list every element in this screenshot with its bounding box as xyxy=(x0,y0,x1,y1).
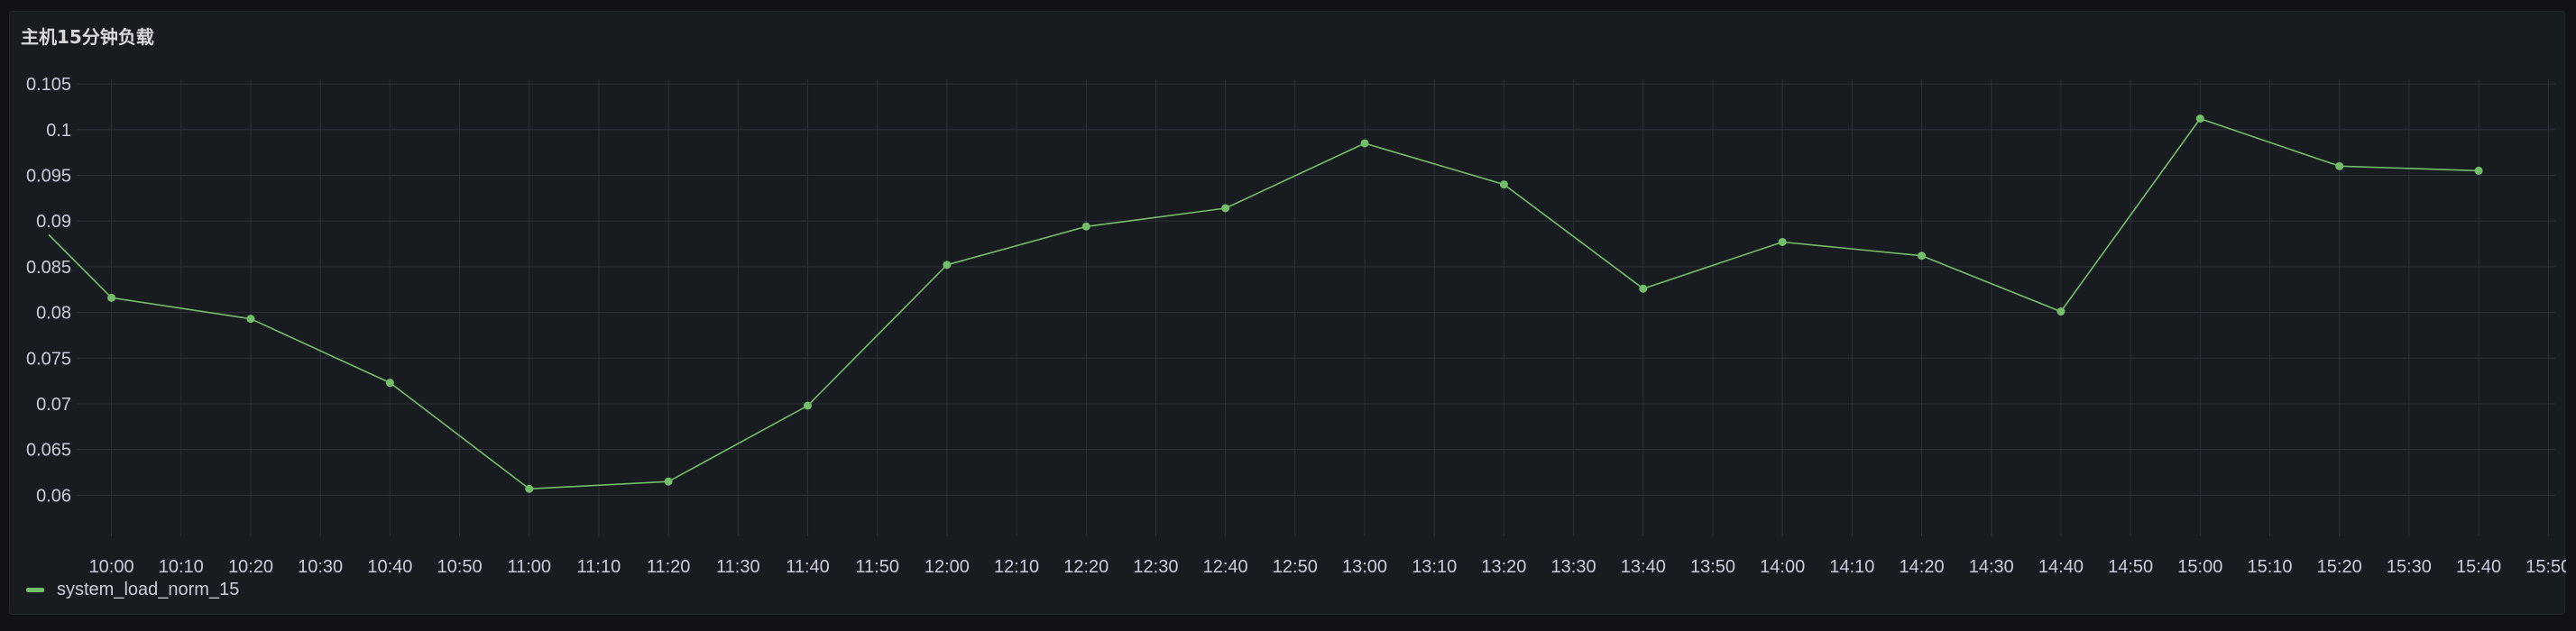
data-point xyxy=(2335,161,2344,170)
line-chart: 0.060.0650.070.0750.080.0850.090.0950.10… xyxy=(26,75,2566,577)
y-tick-label: 0.09 xyxy=(36,212,71,232)
x-axis: 10:00 10:10 10:20 10:30 10:40 10:50 11:00 11:10… xyxy=(89,557,2566,577)
y-tick-label: 0.08 xyxy=(36,304,71,324)
legend-label: system_load_norm_15 xyxy=(57,580,240,599)
x-tick-label: 10:40 xyxy=(367,557,412,577)
chart-panel: 主机15分钟负载 0.06 0.065 0.07 0.075 0.08 0.085 0.09… xyxy=(9,11,2566,615)
x-tick-label: 14:10 xyxy=(1829,557,1874,577)
data-point xyxy=(1499,180,1508,189)
series-line xyxy=(48,117,2479,490)
x-tick-label: 15:10 xyxy=(2247,557,2292,577)
y-tick-label: 0.095 xyxy=(26,166,71,186)
x-tick-label: 13:20 xyxy=(1481,557,1526,577)
x-tick-label: 11:20 xyxy=(647,557,691,577)
y-tick-label: 0.075 xyxy=(26,349,71,369)
x-tick-label: 11:30 xyxy=(716,557,760,577)
x-tick-label: 15:30 xyxy=(2387,557,2432,577)
data-point xyxy=(1918,251,1927,261)
x-tick-label: 12:30 xyxy=(1133,557,1178,577)
y-tick-label: 0.085 xyxy=(26,258,71,278)
x-tick-label: 10:10 xyxy=(159,557,204,577)
x-tick-label: 12:10 xyxy=(994,557,1039,577)
data-point xyxy=(1360,139,1369,148)
x-tick-label: 14:20 xyxy=(1900,557,1945,577)
x-tick-label: 10:00 xyxy=(89,557,134,577)
x-tick-label: 15:40 xyxy=(2456,557,2501,577)
data-point xyxy=(385,379,394,388)
x-tick-label: 11:40 xyxy=(786,557,830,577)
x-tick-label: 12:00 xyxy=(925,557,970,577)
data-point xyxy=(107,293,116,302)
data-point xyxy=(246,315,255,324)
x-tick-label: 13:50 xyxy=(1690,557,1735,577)
data-point xyxy=(2056,307,2065,316)
legend-item-system-load[interactable]: system_load_norm_15 xyxy=(26,580,239,600)
y-tick-label: 0.07 xyxy=(36,395,71,415)
x-tick-label: 12:40 xyxy=(1203,557,1248,577)
x-tick-label: 13:30 xyxy=(1551,557,1596,577)
panel-title[interactable]: 主机15分钟负载 xyxy=(21,26,154,48)
y-axis: 0.060.0650.070.0750.080.0850.090.0950.10… xyxy=(26,75,71,506)
legend-swatch xyxy=(26,588,44,592)
grid-lines xyxy=(77,79,2555,536)
data-point xyxy=(943,261,952,270)
x-tick-label: 13:10 xyxy=(1412,557,1457,577)
data-point xyxy=(1639,284,1648,293)
x-tick-label: 15:50 xyxy=(2525,557,2566,577)
y-tick-label: 0.1 xyxy=(46,121,71,141)
y-tick-label: 0.105 xyxy=(26,75,71,95)
x-tick-label: 14:40 xyxy=(2038,557,2084,577)
x-tick-label: 10:30 xyxy=(298,557,343,577)
x-tick-label: 12:20 xyxy=(1063,557,1109,577)
x-tick-label: 14:50 xyxy=(2108,557,2153,577)
x-tick-label: 15:00 xyxy=(2177,557,2222,577)
x-tick-label: 13:40 xyxy=(1621,557,1666,577)
data-point xyxy=(2474,166,2483,175)
data-point xyxy=(1081,222,1090,231)
y-tick-label: 0.065 xyxy=(26,441,71,461)
x-tick-label: 11:10 xyxy=(577,557,621,577)
data-point xyxy=(804,401,813,410)
x-tick-label: 14:30 xyxy=(1969,557,2014,577)
data-point xyxy=(1778,237,1787,246)
data-point xyxy=(525,484,534,493)
x-tick-label: 14:00 xyxy=(1760,557,1805,577)
x-tick-label: 13:00 xyxy=(1342,557,1387,577)
y-tick-label: 0.06 xyxy=(36,486,71,506)
x-tick-label: 11:50 xyxy=(855,557,899,577)
x-tick-label: 11:00 xyxy=(507,557,551,577)
series-layer xyxy=(48,114,2483,493)
x-tick-label: 12:50 xyxy=(1273,557,1318,577)
x-tick-label: 15:20 xyxy=(2317,557,2362,577)
data-point xyxy=(1221,204,1230,213)
data-point xyxy=(664,477,673,486)
data-point xyxy=(2195,114,2204,123)
x-tick-label: 10:50 xyxy=(437,557,483,577)
x-tick-label: 10:20 xyxy=(228,557,273,577)
